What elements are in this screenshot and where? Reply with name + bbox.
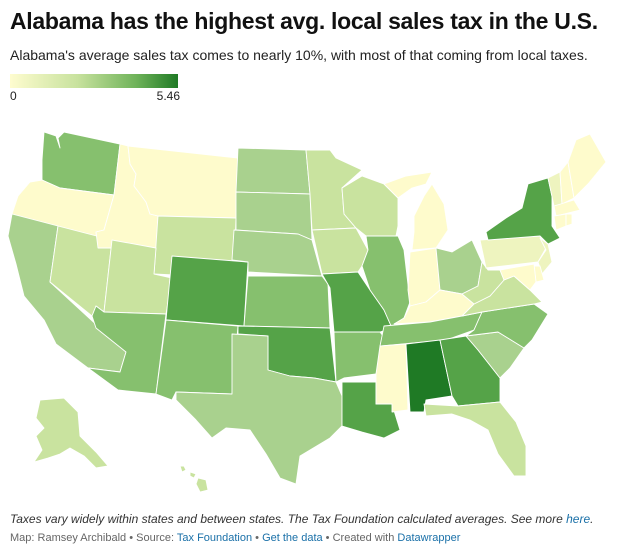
map-svg xyxy=(7,131,607,493)
chart-note: Taxes vary widely within states and betw… xyxy=(10,512,593,526)
chart-subtitle: Alabama's average sales tax comes to nea… xyxy=(10,47,588,63)
footer-separator-2: • Created with xyxy=(322,532,398,544)
state-ia[interactable] xyxy=(311,227,369,275)
state-fl[interactable] xyxy=(423,401,527,477)
state-md[interactable] xyxy=(499,263,537,291)
legend-min-label: 0 xyxy=(10,89,17,103)
chart-footer: Map: Ramsey Archibald • Source: Tax Foun… xyxy=(10,532,460,544)
state-wv[interactable] xyxy=(461,261,505,305)
state-ma[interactable] xyxy=(553,199,581,217)
note-text: Taxes vary widely within states and betw… xyxy=(10,512,567,526)
state-nm[interactable] xyxy=(155,319,239,401)
state-nd[interactable] xyxy=(235,147,311,195)
legend-max-label: 5.46 xyxy=(156,89,180,103)
state-ne[interactable] xyxy=(231,229,323,277)
state-oh[interactable] xyxy=(435,239,483,295)
chart-title: Alabama has the highest avg. local sales… xyxy=(10,8,598,34)
state-ct[interactable] xyxy=(553,213,567,231)
state-tx[interactable] xyxy=(175,333,343,485)
note-link-here[interactable]: here xyxy=(566,512,591,526)
state-ks[interactable] xyxy=(243,275,331,329)
state-ri[interactable] xyxy=(565,213,573,227)
state-co[interactable] xyxy=(165,255,249,327)
state-mi[interactable] xyxy=(383,171,449,251)
state-me[interactable] xyxy=(567,133,607,199)
source-link[interactable]: Tax Foundation xyxy=(176,532,253,544)
state-pa[interactable] xyxy=(479,235,547,269)
legend-gradient-bar xyxy=(10,74,178,88)
footer-separator-1: • xyxy=(252,532,263,544)
get-data-link[interactable]: Get the data xyxy=(262,532,323,544)
state-ms[interactable] xyxy=(375,343,409,413)
color-legend: 0 5.46 xyxy=(10,74,180,103)
datawrapper-link[interactable]: Datawrapper xyxy=(397,532,461,544)
state-ny[interactable] xyxy=(485,177,561,245)
state-wi[interactable] xyxy=(341,175,399,237)
state-ak[interactable] xyxy=(33,397,109,469)
credit-text: Map: Ramsey Archibald • Source: xyxy=(10,532,177,544)
us-choropleth-map xyxy=(0,120,618,515)
note-end: . xyxy=(590,512,594,526)
state-hi[interactable] xyxy=(179,465,209,493)
